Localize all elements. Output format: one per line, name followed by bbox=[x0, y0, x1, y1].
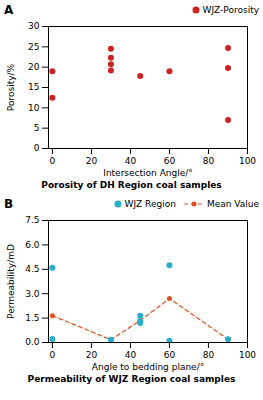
svg-text:20: 20 bbox=[86, 350, 98, 360]
svg-text:Porosity/%: Porosity/% bbox=[6, 63, 16, 111]
html-text:WJZ Region: WJZ Region bbox=[124, 199, 176, 209]
svg-text:25: 25 bbox=[28, 42, 39, 52]
svg-text:5: 5 bbox=[34, 123, 40, 133]
svg-text:Permeability/mD: Permeability/mD bbox=[6, 244, 16, 319]
html-text:Mean Value: Mean Value bbox=[206, 199, 259, 209]
svg-text:15: 15 bbox=[28, 82, 39, 92]
svg-text:0: 0 bbox=[50, 350, 56, 360]
svg-text:60: 60 bbox=[164, 156, 176, 166]
svg-text:Intersection Angle/°: Intersection Angle/° bbox=[103, 168, 193, 178]
svg-text:6.0: 6.0 bbox=[25, 240, 40, 250]
svg-text:0.0: 0.0 bbox=[25, 337, 40, 347]
svg-text:20: 20 bbox=[28, 62, 40, 72]
html-text:Permeability of WJZ Region coa: Permeability of WJZ Region coal samples bbox=[27, 374, 236, 384]
svg-text:80: 80 bbox=[203, 156, 215, 166]
svg-text:1.5: 1.5 bbox=[25, 313, 39, 323]
html-text:B: B bbox=[4, 197, 14, 211]
svg-text:100: 100 bbox=[239, 350, 256, 360]
svg-text:0: 0 bbox=[34, 143, 40, 153]
svg-text:10: 10 bbox=[28, 103, 40, 113]
html-text:Porosity of DH Region coal sam: Porosity of DH Region coal samples bbox=[41, 180, 222, 190]
svg-text:3.0: 3.0 bbox=[25, 289, 40, 299]
svg-text:0: 0 bbox=[50, 156, 56, 166]
svg-text:30: 30 bbox=[28, 21, 40, 31]
svg-text:40: 40 bbox=[125, 350, 137, 360]
svg-text:4.5: 4.5 bbox=[25, 264, 39, 274]
svg-text:100: 100 bbox=[239, 156, 256, 166]
svg-text:20: 20 bbox=[86, 156, 98, 166]
svg-text:80: 80 bbox=[203, 350, 215, 360]
svg-text:40: 40 bbox=[125, 156, 137, 166]
svg-text:Angle to bedding plane/°: Angle to bedding plane/° bbox=[92, 362, 204, 372]
html-text:A: A bbox=[4, 3, 14, 17]
html-text:WJZ-Porosity: WJZ-Porosity bbox=[202, 5, 259, 15]
svg-text:7.5: 7.5 bbox=[25, 215, 39, 225]
svg-text:60: 60 bbox=[164, 350, 176, 360]
